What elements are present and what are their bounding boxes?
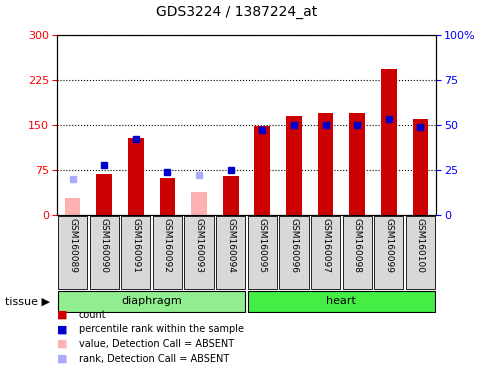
Text: ■: ■: [57, 310, 67, 320]
Bar: [191, 192, 207, 215]
Bar: [96, 174, 112, 215]
Text: GSM160098: GSM160098: [352, 218, 362, 273]
Text: count: count: [79, 310, 106, 320]
Bar: [184, 216, 213, 289]
Text: GSM160094: GSM160094: [226, 218, 235, 273]
Text: GSM160097: GSM160097: [321, 218, 330, 273]
Bar: [223, 176, 239, 215]
Bar: [248, 291, 435, 312]
Text: GDS3224 / 1387224_at: GDS3224 / 1387224_at: [156, 5, 317, 19]
Text: diaphragm: diaphragm: [121, 296, 182, 306]
Text: percentile rank within the sample: percentile rank within the sample: [79, 324, 244, 334]
Bar: [381, 70, 397, 215]
Text: ■: ■: [57, 324, 67, 334]
Text: GSM160093: GSM160093: [195, 218, 204, 273]
Bar: [406, 216, 435, 289]
Bar: [160, 178, 176, 215]
Bar: [413, 119, 428, 215]
Bar: [280, 216, 309, 289]
Bar: [121, 216, 150, 289]
Bar: [90, 216, 119, 289]
Bar: [343, 216, 372, 289]
Bar: [254, 126, 270, 215]
Text: GSM160095: GSM160095: [258, 218, 267, 273]
Bar: [311, 216, 340, 289]
Text: GSM160090: GSM160090: [100, 218, 108, 273]
Bar: [350, 113, 365, 215]
Bar: [317, 113, 333, 215]
Bar: [65, 198, 80, 215]
Text: GSM160092: GSM160092: [163, 218, 172, 273]
Text: GSM160100: GSM160100: [416, 218, 425, 273]
Bar: [248, 216, 277, 289]
Text: GSM160089: GSM160089: [68, 218, 77, 273]
Bar: [58, 216, 87, 289]
Bar: [58, 291, 245, 312]
Bar: [128, 138, 143, 215]
Text: tissue ▶: tissue ▶: [5, 296, 50, 306]
Bar: [216, 216, 245, 289]
Text: GSM160091: GSM160091: [131, 218, 141, 273]
Text: heart: heart: [326, 296, 356, 306]
Text: GSM160096: GSM160096: [289, 218, 298, 273]
Text: value, Detection Call = ABSENT: value, Detection Call = ABSENT: [79, 339, 234, 349]
Bar: [374, 216, 403, 289]
Bar: [153, 216, 182, 289]
Text: rank, Detection Call = ABSENT: rank, Detection Call = ABSENT: [79, 354, 229, 364]
Text: ■: ■: [57, 354, 67, 364]
Text: GSM160099: GSM160099: [385, 218, 393, 273]
Bar: [286, 116, 302, 215]
Text: ■: ■: [57, 339, 67, 349]
